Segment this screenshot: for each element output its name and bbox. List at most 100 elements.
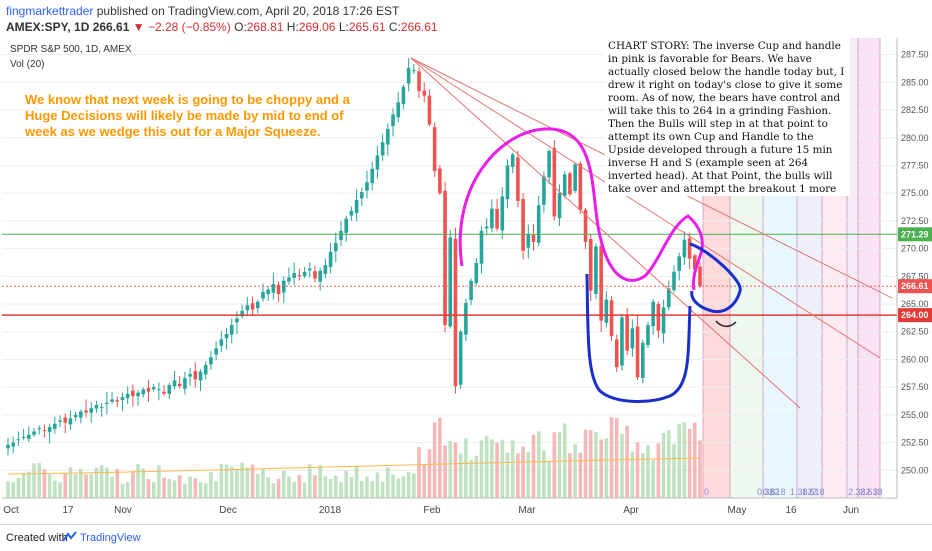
candle-body bbox=[625, 315, 629, 351]
tradingview-brand-link[interactable]: TradingView bbox=[80, 532, 141, 544]
volume-bar bbox=[73, 474, 78, 498]
volume-bar bbox=[354, 466, 359, 498]
candle-body bbox=[536, 205, 541, 243]
volume-bar bbox=[120, 483, 125, 498]
candle-body bbox=[167, 384, 172, 394]
volume-bar bbox=[136, 464, 140, 498]
volume-bar bbox=[255, 473, 260, 498]
candle-body bbox=[115, 400, 120, 402]
candle-body bbox=[646, 325, 650, 346]
candle-body bbox=[11, 442, 16, 447]
candle-body bbox=[479, 230, 484, 264]
created-with-text: Created with bbox=[6, 532, 68, 544]
price-change: −2.28 (−0.85%) bbox=[147, 20, 231, 34]
candle-body bbox=[27, 434, 31, 439]
candle-body bbox=[94, 404, 99, 409]
candles bbox=[6, 58, 702, 456]
volume-bar bbox=[146, 478, 151, 498]
author-link[interactable]: fingmarkettrader bbox=[6, 4, 94, 18]
candle-body bbox=[458, 331, 463, 385]
volume-bar bbox=[203, 483, 208, 498]
open-value: 268.81 bbox=[246, 20, 284, 34]
story-annotation: CHART STORY: The inverse Cup and handle … bbox=[605, 38, 850, 196]
candle-body bbox=[380, 142, 385, 156]
candle-body bbox=[672, 271, 676, 291]
volume-bar bbox=[11, 482, 16, 498]
volume-bar bbox=[79, 469, 83, 498]
time-tick: Feb bbox=[423, 505, 441, 516]
blue-cup bbox=[585, 273, 692, 403]
candle-body bbox=[698, 266, 702, 287]
volume-bar bbox=[214, 481, 218, 498]
volume-bar bbox=[183, 483, 187, 498]
volume-bar bbox=[47, 474, 52, 498]
candle-body bbox=[344, 218, 348, 233]
last-price: 266.61 bbox=[92, 20, 130, 34]
volume-bar bbox=[16, 477, 21, 498]
candle-body bbox=[484, 226, 489, 229]
candle-body bbox=[203, 364, 208, 375]
volume-bar bbox=[313, 475, 317, 498]
candle-body bbox=[323, 265, 328, 274]
volume-bar bbox=[687, 428, 692, 498]
volume-bar bbox=[614, 418, 619, 498]
candle-body bbox=[677, 256, 681, 271]
price-tick: 270.00 bbox=[901, 244, 929, 254]
pink-inverse-cup bbox=[458, 127, 704, 291]
volume-bar bbox=[521, 446, 525, 498]
candle-body bbox=[422, 90, 427, 96]
volume-bar bbox=[105, 467, 109, 498]
volume-bar bbox=[474, 455, 479, 498]
candle-body bbox=[141, 389, 146, 395]
fib-band bbox=[847, 38, 858, 498]
candle-body bbox=[464, 302, 468, 335]
candle-body bbox=[255, 301, 260, 309]
blue-handle bbox=[689, 242, 742, 314]
candle-body bbox=[568, 173, 572, 195]
tradingview-logo-icon bbox=[62, 531, 77, 542]
volume-bar bbox=[151, 482, 156, 498]
candle-body bbox=[125, 393, 130, 399]
candle-body bbox=[573, 164, 577, 191]
volume-bar bbox=[646, 445, 650, 498]
volume-bar bbox=[406, 472, 411, 498]
volume-bar bbox=[547, 460, 551, 498]
fib-label: 3 bbox=[873, 487, 878, 497]
candle-body bbox=[594, 246, 598, 294]
candle-body bbox=[682, 239, 687, 258]
candle-body bbox=[318, 270, 322, 282]
price-tick: 255.00 bbox=[901, 410, 929, 420]
symbol-label: AMEX:SPY, 1D bbox=[6, 20, 90, 34]
candle-body bbox=[16, 439, 21, 441]
volume-bar bbox=[417, 447, 421, 498]
candle-body bbox=[578, 163, 583, 210]
volume-bar bbox=[443, 445, 447, 498]
volume-bar bbox=[500, 439, 505, 498]
close-value: 266.61 bbox=[400, 20, 438, 34]
time-tick: May bbox=[728, 505, 747, 516]
candle-body bbox=[37, 428, 42, 430]
volume-bar bbox=[396, 478, 401, 498]
time-tick: Oct bbox=[3, 505, 19, 516]
time-tick: Jun bbox=[843, 505, 859, 516]
candle-body bbox=[188, 373, 192, 377]
time-tick: Dec bbox=[219, 505, 237, 516]
candle-body bbox=[276, 284, 281, 295]
volume-bar bbox=[261, 469, 265, 498]
volume-bar bbox=[469, 459, 473, 498]
volume-bar bbox=[297, 475, 302, 498]
candle-body bbox=[261, 291, 265, 299]
volume-bar bbox=[110, 476, 114, 498]
candle-body bbox=[224, 333, 229, 339]
time-tick: 2018 bbox=[319, 505, 342, 516]
candle-body bbox=[656, 304, 661, 331]
candle-body bbox=[505, 165, 510, 200]
time-tick: 16 bbox=[785, 505, 797, 516]
candle-body bbox=[474, 263, 479, 284]
price-tick: 287.50 bbox=[901, 50, 929, 60]
left-annotation-text: We know that next week is going to be ch… bbox=[25, 92, 350, 139]
candle-body bbox=[235, 318, 239, 323]
volume-bar bbox=[401, 476, 406, 498]
candle-body bbox=[583, 209, 588, 242]
